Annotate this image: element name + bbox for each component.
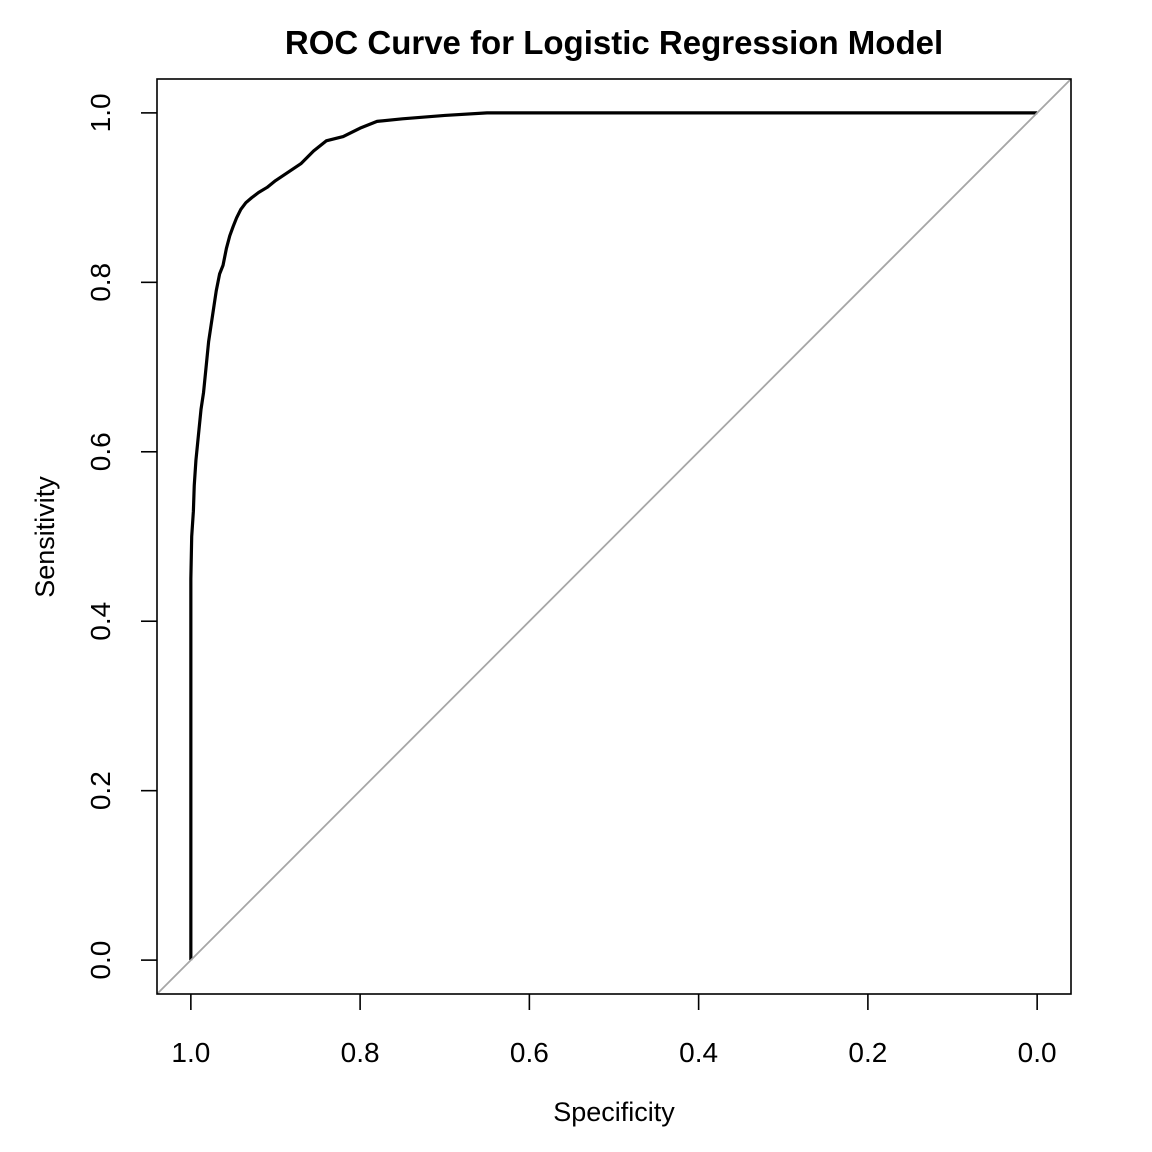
plot-area — [156, 78, 1072, 995]
x-axis: 1.0 0.8 0.6 0.4 0.2 0.0 — [171, 994, 1057, 1068]
y-tick-label: 0.6 — [85, 432, 116, 471]
x-tick-label: 0.0 — [1018, 1037, 1057, 1068]
x-tick-label: 0.8 — [341, 1037, 380, 1068]
x-tick-label: 0.2 — [848, 1037, 887, 1068]
x-axis-label: Specificity — [553, 1097, 675, 1127]
x-tick-label: 0.6 — [510, 1037, 549, 1068]
y-tick-label: 0.0 — [85, 941, 116, 980]
chart-title: ROC Curve for Logistic Regression Model — [285, 24, 943, 61]
y-tick-label: 0.2 — [85, 771, 116, 810]
y-tick-label: 0.4 — [85, 602, 116, 641]
y-tick-label: 1.0 — [85, 93, 116, 132]
x-tick-label: 1.0 — [171, 1037, 210, 1068]
plot-frame — [156, 78, 1072, 995]
y-axis: 0.0 0.2 0.4 0.6 0.8 1.0 — [85, 93, 157, 980]
x-tick-label: 0.4 — [679, 1037, 718, 1068]
y-tick-label: 0.8 — [85, 263, 116, 302]
roc-curve-line — [189, 111, 1038, 961]
reference-diagonal-line — [157, 79, 1071, 994]
y-axis-label: Sensitivity — [30, 476, 60, 598]
